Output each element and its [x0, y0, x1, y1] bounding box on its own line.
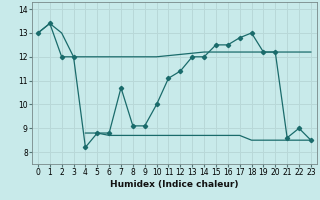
X-axis label: Humidex (Indice chaleur): Humidex (Indice chaleur): [110, 180, 239, 189]
